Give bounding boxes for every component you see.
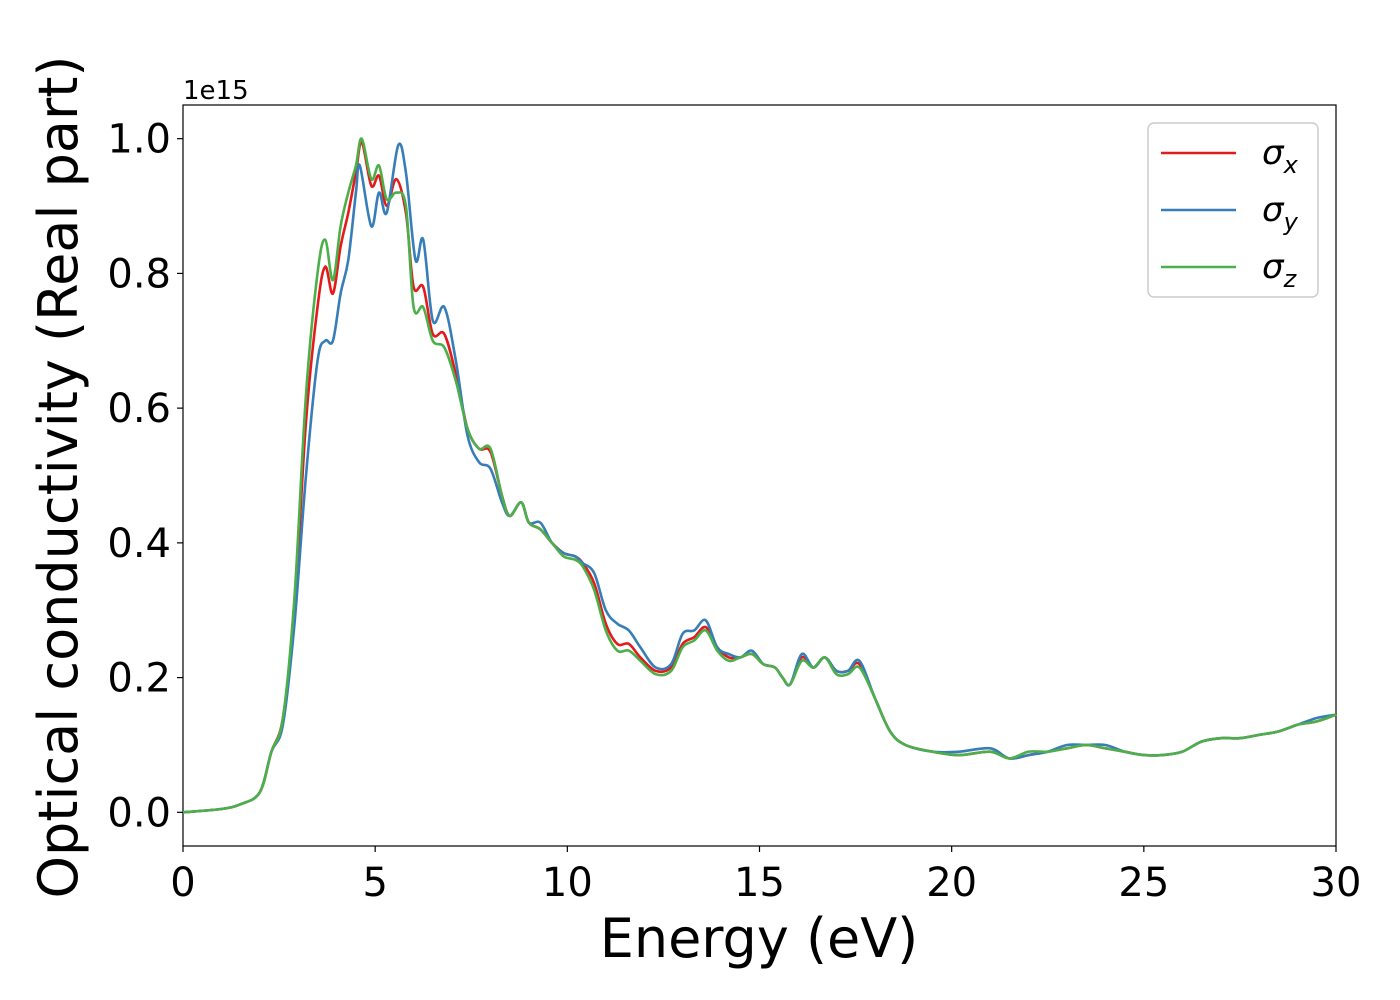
series-line-z xyxy=(182,137,1337,814)
x-axis-ticks: 0 5 10 15 20 25 30 xyxy=(170,846,1361,906)
x-tick-label: 0 xyxy=(170,860,195,906)
y-tick-label: 0.6 xyxy=(107,386,171,432)
x-tick-label: 15 xyxy=(734,860,785,906)
series-lines xyxy=(182,137,1337,814)
y-tick-label: 0.8 xyxy=(107,251,171,297)
x-axis-label: Energy (eV) xyxy=(600,907,919,970)
x-tick-label: 5 xyxy=(362,860,387,906)
y-offset-label: 1e15 xyxy=(183,76,249,106)
y-tick-label: 0.2 xyxy=(107,656,171,702)
y-tick-label: 1.0 xyxy=(107,117,171,163)
series-line-y xyxy=(182,142,1337,814)
y-tick-label: 0.0 xyxy=(107,790,171,836)
x-tick-label: 30 xyxy=(1311,860,1362,906)
y-tick-label: 0.4 xyxy=(107,521,171,567)
x-tick-label: 25 xyxy=(1118,860,1169,906)
x-tick-label: 20 xyxy=(926,860,977,906)
y-axis-ticks: 0.0 0.2 0.4 0.6 0.8 1.0 xyxy=(107,117,183,836)
x-tick-label: 10 xyxy=(542,860,593,906)
y-axis-label: Optical conductivity (Real part) xyxy=(27,56,90,899)
